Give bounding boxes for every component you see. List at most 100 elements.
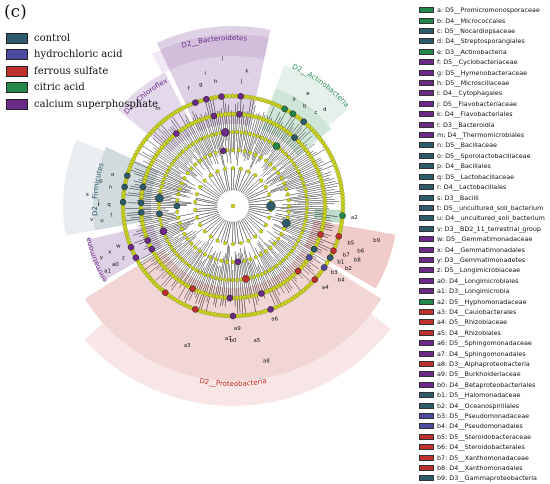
tree-node xyxy=(284,187,288,191)
tree-node xyxy=(290,249,294,253)
taxa-legend-label: a: D5__Promicromonosporaceae xyxy=(437,6,540,14)
tree-node xyxy=(320,183,324,187)
taxa-legend-swatch xyxy=(419,153,434,159)
tree-node xyxy=(164,173,168,177)
tree-node xyxy=(159,190,163,194)
biomarker-node xyxy=(221,128,229,136)
tree-node xyxy=(188,144,192,148)
tree-node xyxy=(183,176,187,180)
taxa-legend-label: l: D3__Bacteroidia xyxy=(437,121,495,129)
tree-node xyxy=(254,115,258,119)
biomarker-node xyxy=(192,100,198,106)
tree-node xyxy=(273,242,277,246)
tree-node xyxy=(287,156,291,160)
tree-node xyxy=(199,271,203,275)
tree-node xyxy=(264,185,268,189)
tree-node xyxy=(186,237,190,241)
taxa-legend-label: x: D4__Gemmatimonadales xyxy=(437,246,525,254)
tree-node xyxy=(320,179,324,183)
tree-node xyxy=(264,223,268,227)
tree-node xyxy=(304,215,308,219)
tree-node xyxy=(212,294,216,298)
taxa-legend-label: a4: D5__Rhizobiaceae xyxy=(437,318,507,326)
tree-node xyxy=(305,211,309,215)
tree-node xyxy=(214,151,218,155)
tree-node xyxy=(250,294,254,298)
tree-node xyxy=(168,166,172,170)
biomarker-node xyxy=(292,135,298,141)
tree-node xyxy=(195,192,199,196)
branch-line xyxy=(224,169,228,191)
taxa-legend-swatch xyxy=(419,49,434,55)
biomarker-node xyxy=(211,113,217,119)
tree-node xyxy=(173,159,177,163)
tree-node xyxy=(322,190,326,194)
biomarker-node xyxy=(120,199,126,205)
taxa-legend-label: k: D4__Flavobacteriales xyxy=(437,110,513,118)
tree-node xyxy=(235,130,239,134)
taxa-legend-label: b4: D4__Pseudomonadales xyxy=(437,422,523,430)
clade-node-letter: a0 xyxy=(112,262,119,268)
taxa-legend-swatch xyxy=(419,351,434,357)
biomarker-node xyxy=(282,106,288,112)
biomarker-node xyxy=(174,203,180,209)
tree-node xyxy=(246,295,250,299)
tree-node xyxy=(259,179,263,183)
tree-node xyxy=(206,135,210,139)
group-legend-label: ferrous sulfate xyxy=(34,66,108,77)
tree-node xyxy=(277,237,281,241)
tree-node xyxy=(284,153,288,157)
taxa-legend-swatch xyxy=(419,299,434,305)
tree-node xyxy=(216,295,220,299)
biomarker-node xyxy=(160,228,167,235)
tree-node xyxy=(186,171,190,175)
taxa-legend-swatch xyxy=(419,215,434,221)
taxa-legend-item: a1: D3__Longimicrobia xyxy=(419,286,545,296)
taxa-legend-label: b3: D5__Pseudomonadaceae xyxy=(437,412,529,420)
root-node xyxy=(231,204,235,208)
tree-node xyxy=(160,185,164,189)
tree-node xyxy=(176,210,180,214)
taxa-legend-item: b0: D4__Betaproteobacteriales xyxy=(419,380,545,390)
taxa-legend-label: v: D3__BD2_11_terrestrial_group xyxy=(437,225,541,233)
clade-node-letter: b3 xyxy=(331,270,338,276)
clade-node-letter: b2 xyxy=(345,266,352,272)
tree-node xyxy=(287,210,291,214)
tree-node xyxy=(214,257,218,261)
taxa-legend-item: b6: D4__Steroidobacterales xyxy=(419,442,545,452)
group-legend-item: hydrochloric acid xyxy=(6,47,158,63)
tree-node xyxy=(178,222,182,226)
biomarker-node xyxy=(236,111,242,117)
tree-node xyxy=(231,166,235,170)
taxa-legend-swatch xyxy=(419,236,434,242)
biomarker-node xyxy=(173,131,179,137)
group-legend-label: citric acid xyxy=(34,82,85,93)
biomarker-node xyxy=(238,93,244,99)
tree-node xyxy=(260,272,264,276)
taxa-legend-label: b6: D4__Steroidobacterales xyxy=(437,443,525,451)
tree-node xyxy=(256,135,260,139)
tree-node xyxy=(249,151,253,155)
taxa-legend-swatch xyxy=(419,340,434,346)
tree-node xyxy=(278,261,282,265)
taxa-legend-item: h: D5__Microscillaceae xyxy=(419,78,545,88)
tree-node xyxy=(282,181,286,185)
biomarker-node xyxy=(321,265,327,271)
biomarker-node xyxy=(128,244,134,250)
taxa-legend-label: e: D3__Actinobacteria xyxy=(437,48,507,56)
tree-node xyxy=(214,276,218,280)
tree-node xyxy=(259,253,263,257)
biomarker-node xyxy=(273,143,280,150)
taxa-legend-label: q: D5__Lactobacillaceae xyxy=(437,173,514,181)
tree-node xyxy=(178,153,182,157)
taxa-legend-label: g: D5__Hymenobacteraceae xyxy=(437,69,527,77)
tree-node xyxy=(139,194,143,198)
tree-node xyxy=(248,132,252,136)
tree-node xyxy=(323,210,327,214)
group-legend-label: calcium superphosphate xyxy=(34,99,158,110)
taxa-legend-swatch xyxy=(419,111,434,117)
taxa-legend-swatch xyxy=(419,465,434,471)
group-legend-swatch xyxy=(6,49,28,60)
tree-node xyxy=(280,176,284,180)
clade-node-letter: g xyxy=(199,82,203,88)
